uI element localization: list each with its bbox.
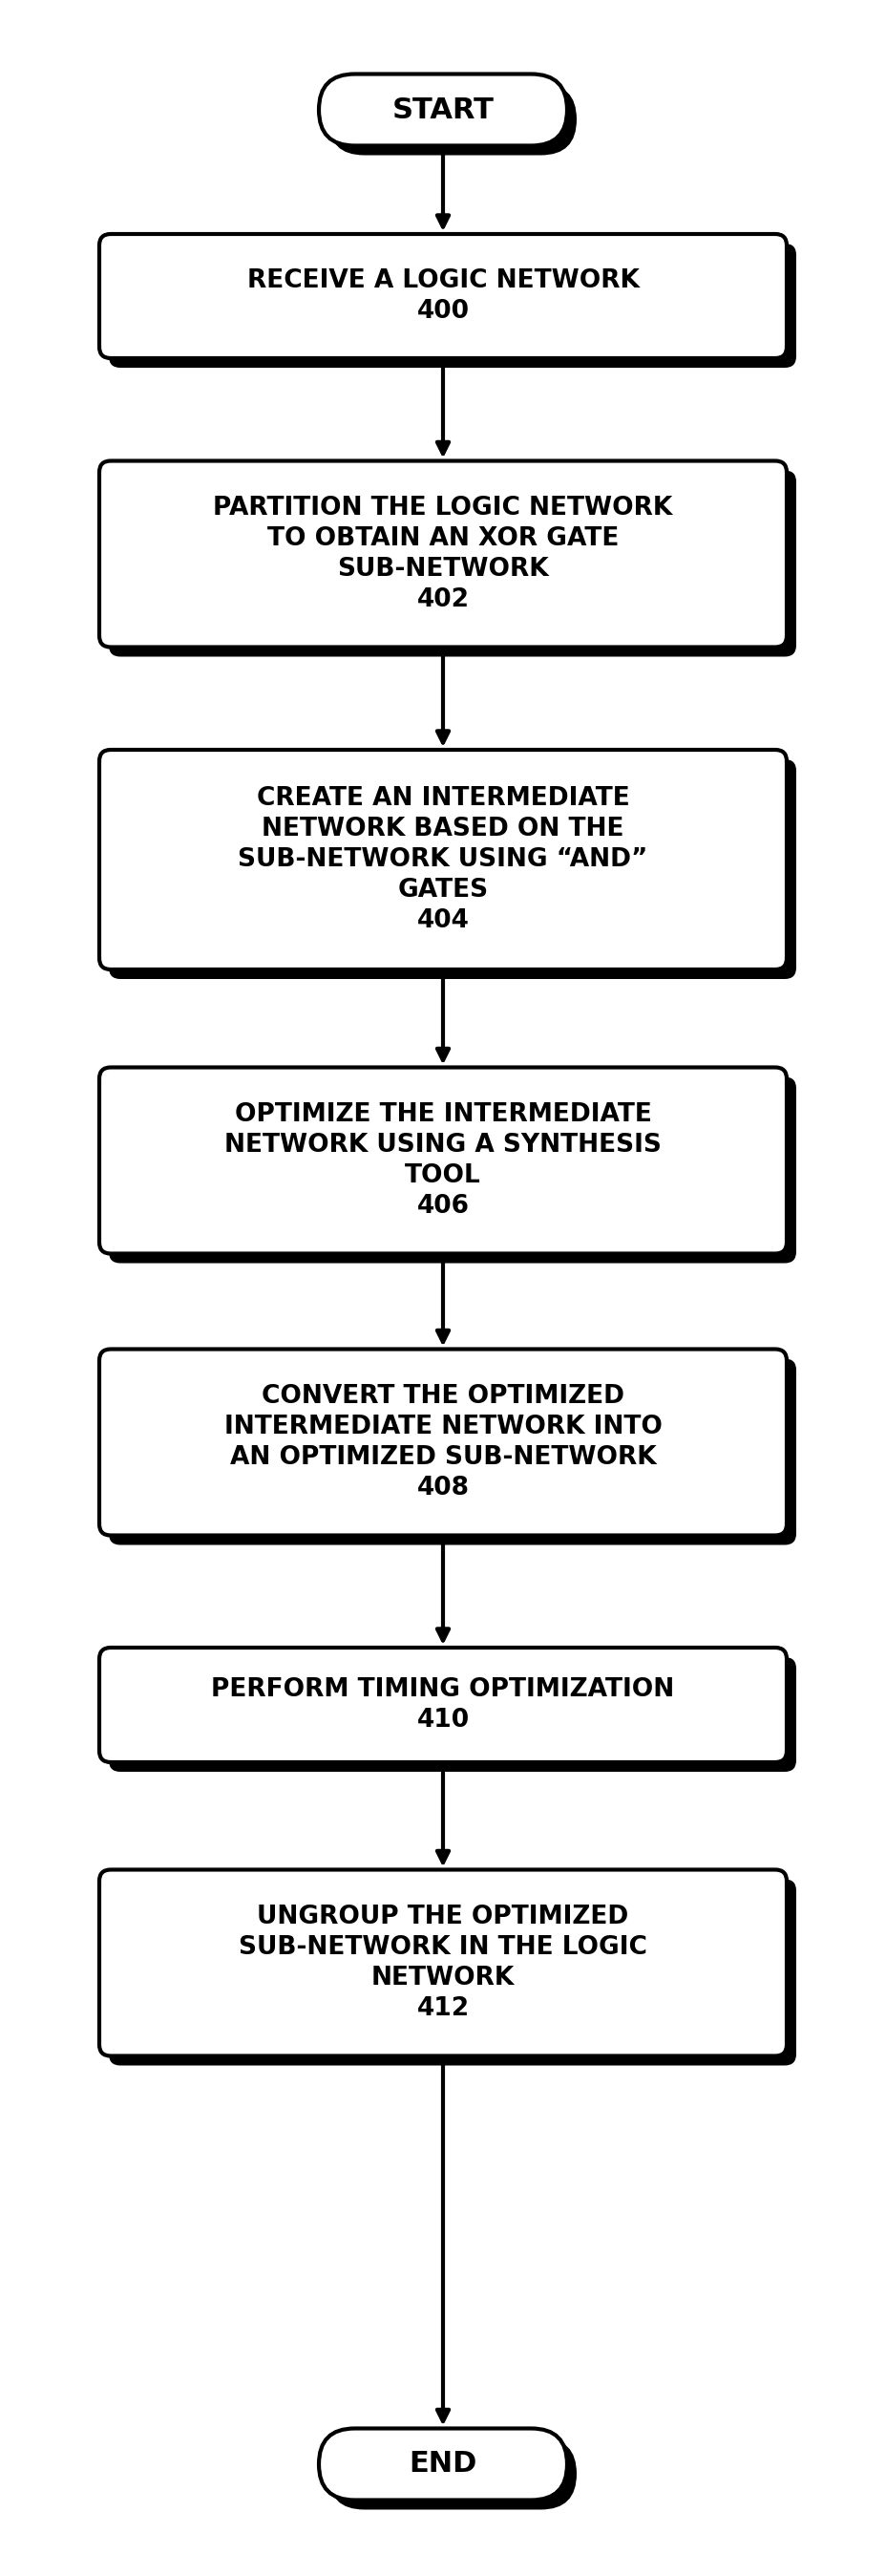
FancyBboxPatch shape xyxy=(109,1880,796,2066)
FancyBboxPatch shape xyxy=(109,471,796,657)
FancyBboxPatch shape xyxy=(99,1649,786,1762)
FancyBboxPatch shape xyxy=(99,1350,786,1535)
FancyBboxPatch shape xyxy=(109,1358,796,1546)
Text: UNGROUP THE OPTIMIZED
SUB-NETWORK IN THE LOGIC
NETWORK
412: UNGROUP THE OPTIMIZED SUB-NETWORK IN THE… xyxy=(238,1904,647,2022)
FancyBboxPatch shape xyxy=(109,760,796,979)
FancyBboxPatch shape xyxy=(109,245,796,368)
FancyBboxPatch shape xyxy=(99,1870,786,2056)
FancyBboxPatch shape xyxy=(99,1066,786,1255)
FancyBboxPatch shape xyxy=(99,461,786,647)
Text: CREATE AN INTERMEDIATE
NETWORK BASED ON THE
SUB-NETWORK USING “AND”
GATES
404: CREATE AN INTERMEDIATE NETWORK BASED ON … xyxy=(237,786,648,933)
Text: PERFORM TIMING OPTIMIZATION
410: PERFORM TIMING OPTIMIZATION 410 xyxy=(211,1677,674,1734)
FancyBboxPatch shape xyxy=(99,750,786,969)
FancyBboxPatch shape xyxy=(319,75,566,147)
Text: CONVERT THE OPTIMIZED
INTERMEDIATE NETWORK INTO
AN OPTIMIZED SUB-NETWORK
408: CONVERT THE OPTIMIZED INTERMEDIATE NETWO… xyxy=(223,1383,661,1499)
FancyBboxPatch shape xyxy=(109,1656,796,1772)
Text: PARTITION THE LOGIC NETWORK
TO OBTAIN AN XOR GATE
SUB-NETWORK
402: PARTITION THE LOGIC NETWORK TO OBTAIN AN… xyxy=(213,495,672,613)
FancyBboxPatch shape xyxy=(319,2429,566,2501)
Text: END: END xyxy=(408,2450,477,2478)
FancyBboxPatch shape xyxy=(328,82,576,155)
FancyBboxPatch shape xyxy=(109,1077,796,1262)
Text: OPTIMIZE THE INTERMEDIATE
NETWORK USING A SYNTHESIS
TOOL
406: OPTIMIZE THE INTERMEDIATE NETWORK USING … xyxy=(224,1103,661,1218)
FancyBboxPatch shape xyxy=(328,2437,576,2509)
Text: RECEIVE A LOGIC NETWORK
400: RECEIVE A LOGIC NETWORK 400 xyxy=(246,268,639,325)
Text: START: START xyxy=(392,95,494,124)
FancyBboxPatch shape xyxy=(99,234,786,358)
